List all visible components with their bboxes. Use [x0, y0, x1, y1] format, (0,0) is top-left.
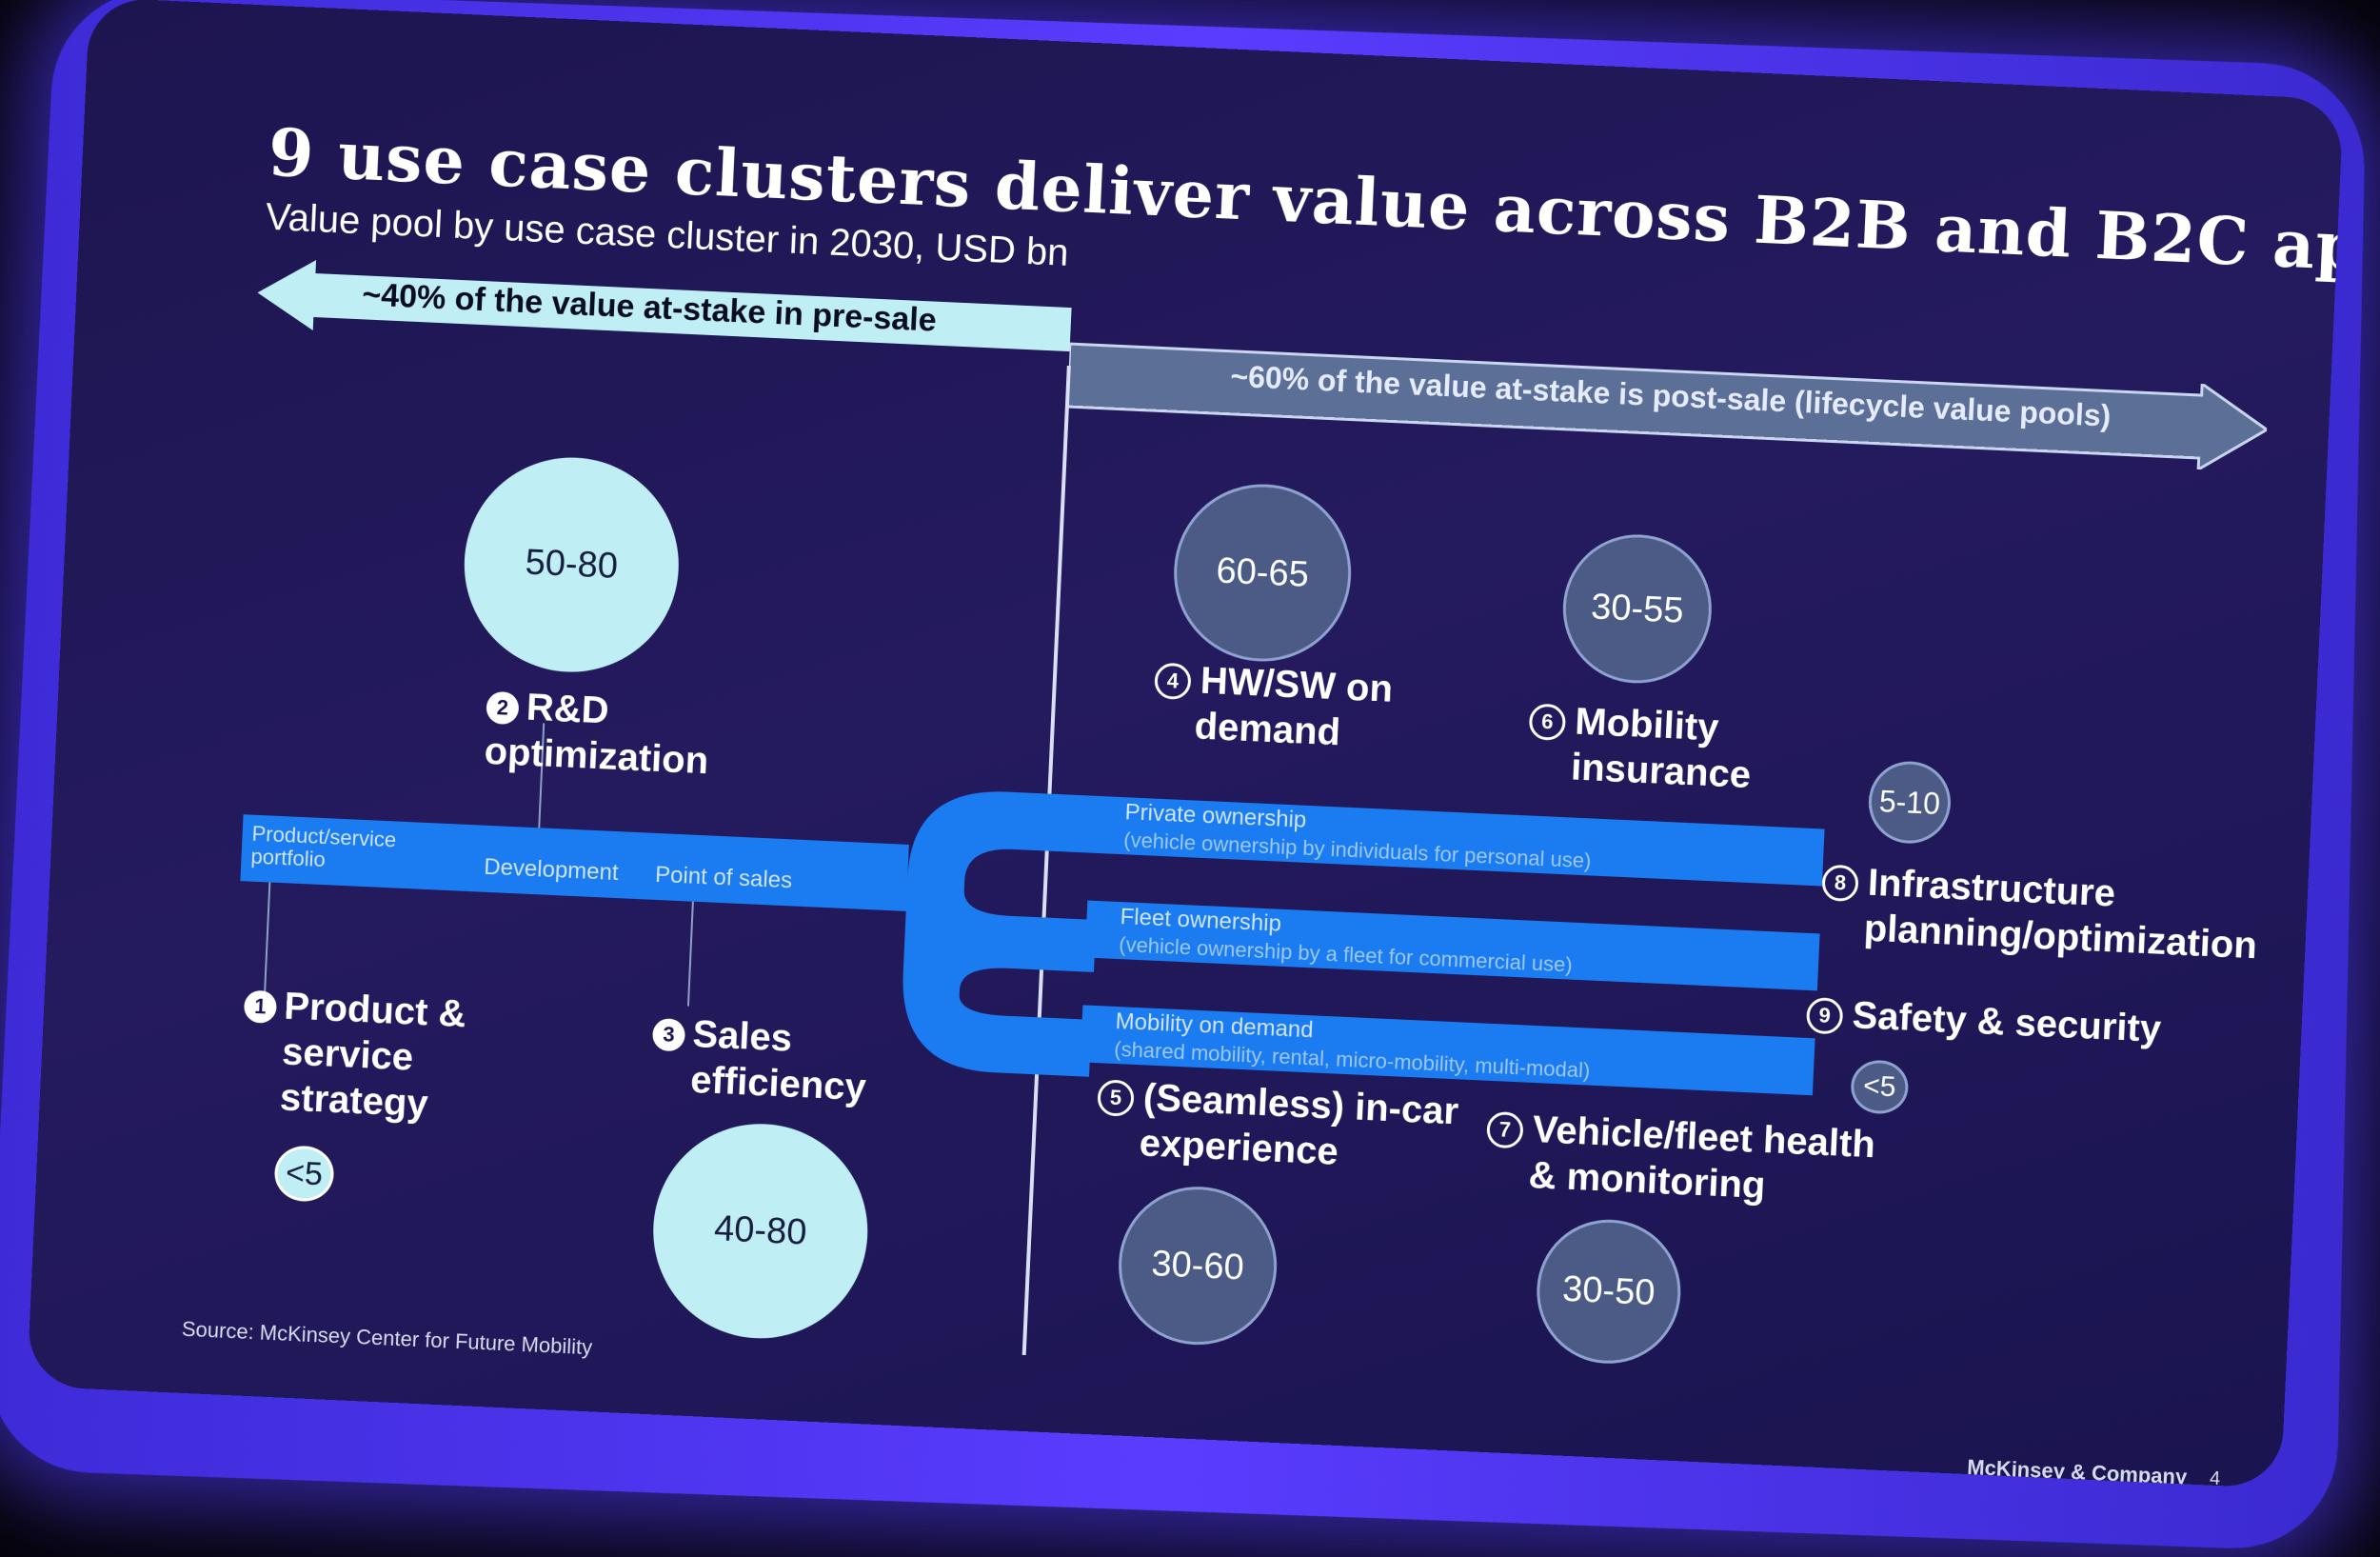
value-bubble-safety: <5	[1850, 1059, 1909, 1115]
value-bubble-fleet-health: 30-50	[1534, 1216, 1684, 1367]
presentation-slide: 9 use case clusters deliver value across…	[27, 0, 2344, 1488]
cluster-label-in-car: 5 (Seamless) in-car experience	[1095, 1072, 1459, 1180]
connector-sales	[687, 902, 694, 1007]
cluster-label-product-strategy: 1 Product & service strategy	[239, 981, 466, 1128]
cluster-label-sales: 3 Sales efficiency	[649, 1009, 869, 1110]
ownership-fork	[842, 761, 1102, 1076]
cluster-number-7: 7	[1486, 1111, 1524, 1149]
cluster-label-safety: 9 Safety & security	[1806, 990, 2162, 1052]
value-bubble-hwsw: 60-65	[1170, 480, 1355, 665]
cluster-label-rnd: 2 R&D optimization	[484, 683, 712, 785]
cluster-number-9: 9	[1806, 997, 1844, 1035]
slide-title: 9 use case clusters deliver value across…	[267, 115, 2267, 282]
value-bubble-in-car: 30-60	[1115, 1183, 1279, 1347]
cluster-label-fleet-health: 7 Vehicle/fleet health & monitoring	[1484, 1105, 1876, 1213]
cluster-number-6: 6	[1529, 704, 1567, 742]
value-bubble-infrastructure: 5-10	[1867, 760, 1953, 846]
value-chain-stage-portfolio: Product/service portfolio	[250, 823, 395, 875]
source-note: Source: McKinsey Center for Future Mobil…	[181, 1317, 592, 1361]
value-bubble-insurance: 30-55	[1559, 531, 1715, 687]
cluster-label-hwsw: 4 HW/SW on demand	[1152, 656, 1394, 758]
cluster-number-8: 8	[1821, 865, 1859, 903]
cluster-label-insurance: 6 Mobility insurance	[1526, 696, 1754, 798]
cluster-label-infrastructure: 8 Infrastructure planning/optimization	[1819, 858, 2260, 969]
cluster-number-5: 5	[1097, 1080, 1135, 1118]
value-bubble-rnd: 50-80	[460, 453, 684, 677]
value-bubble-sales: 40-80	[648, 1119, 872, 1343]
cluster-number-1: 1	[244, 990, 278, 1025]
cluster-number-4: 4	[1154, 663, 1192, 701]
cluster-number-2: 2	[486, 691, 520, 726]
cluster-number-3: 3	[652, 1018, 686, 1052]
value-bubble-product-strategy: <5	[273, 1145, 335, 1203]
connector-product	[264, 882, 270, 996]
